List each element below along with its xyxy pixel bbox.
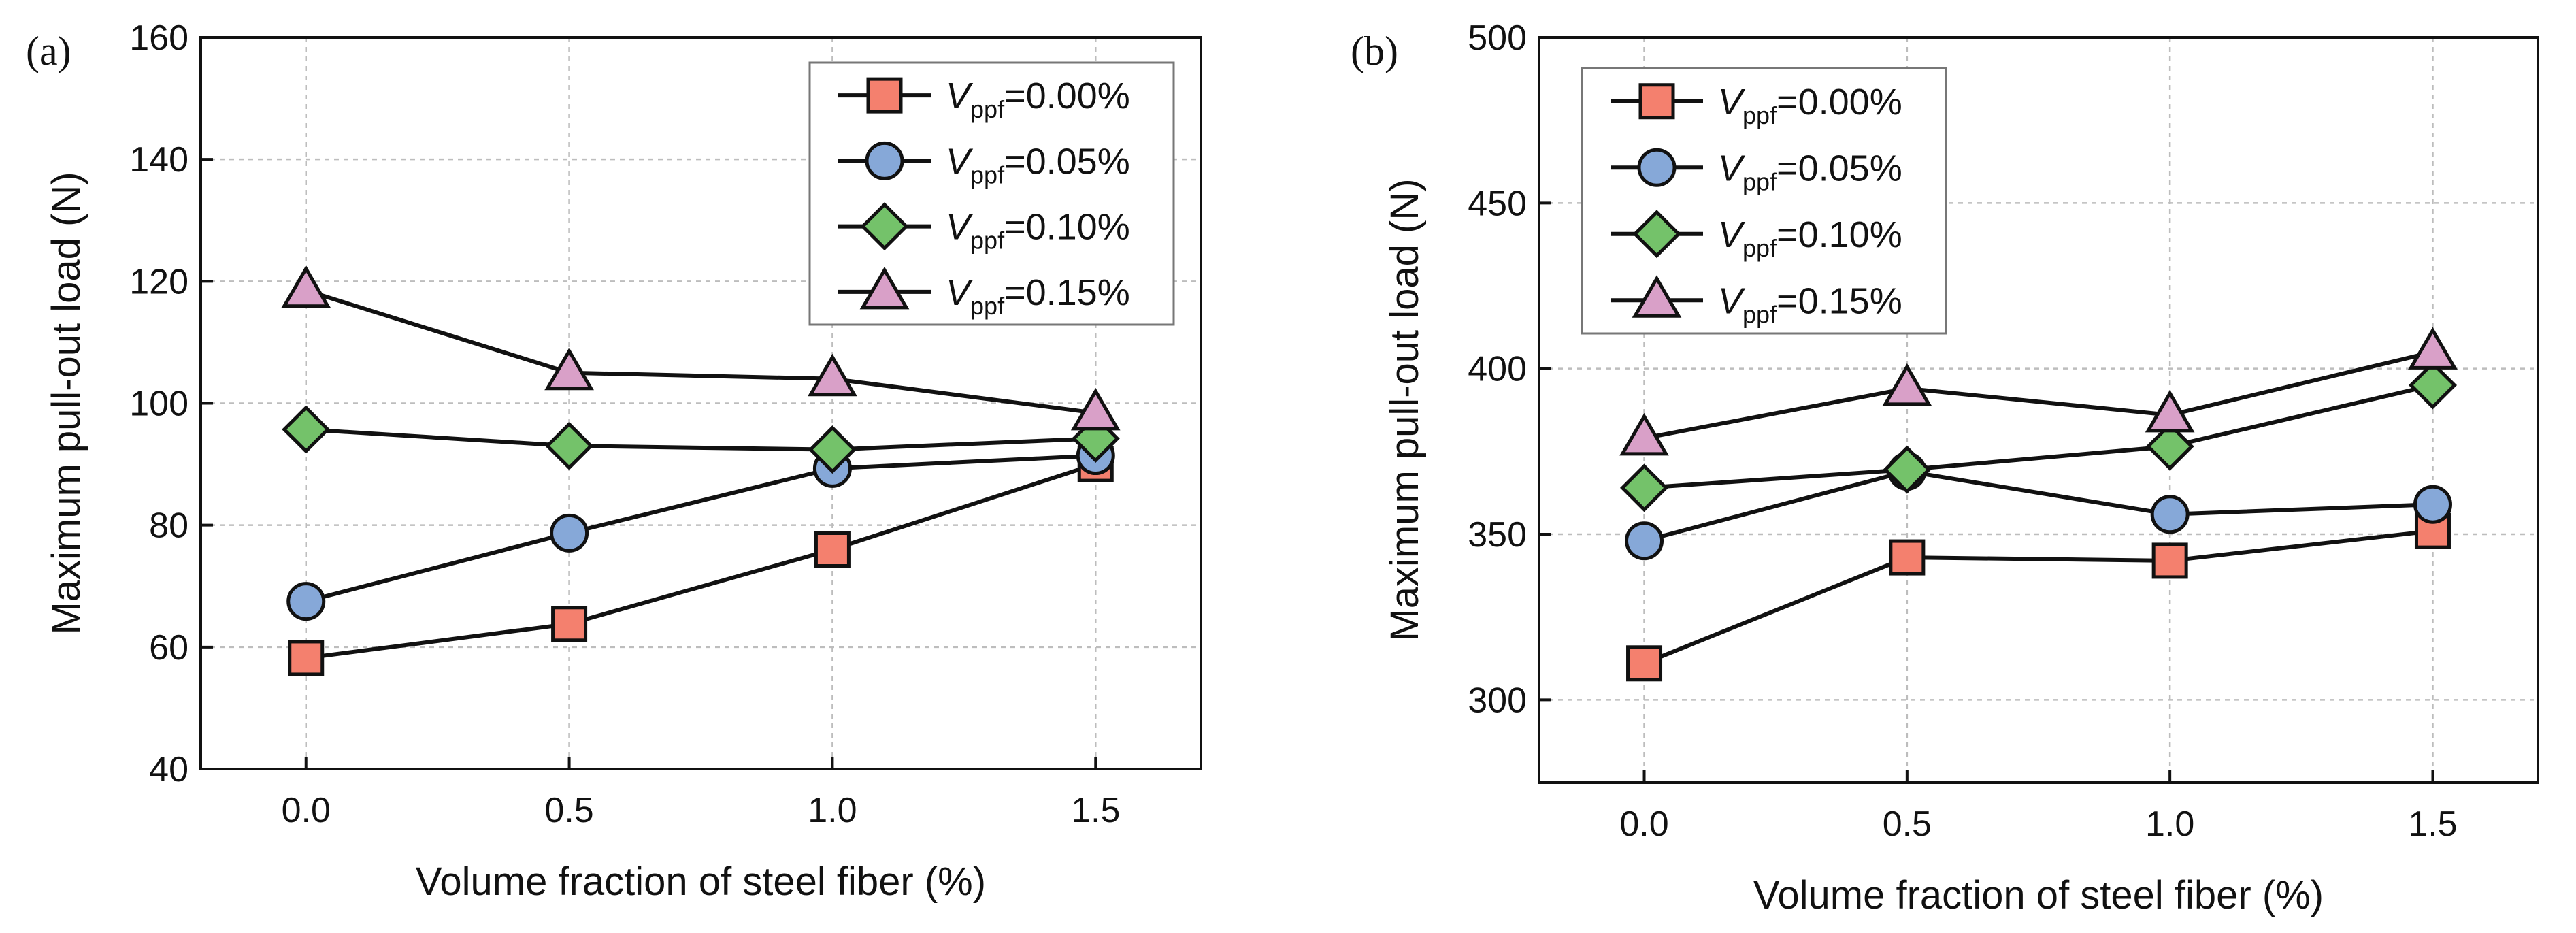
data-point-diamond xyxy=(1883,445,1932,494)
series-line xyxy=(1643,529,2433,666)
x-axis-title: Volume fraction of steel fiber (%) xyxy=(416,860,986,904)
x-tick-label: 1.5 xyxy=(1071,791,1120,830)
legend-label: Vppf=0.15% xyxy=(946,272,1130,320)
data-point-diamond xyxy=(808,425,857,474)
legend-label: Vppf=0.05% xyxy=(1718,148,1902,195)
data-point-diamond xyxy=(1619,463,1669,512)
y-tick-label: 60 xyxy=(149,628,188,668)
y-axis-title: Maximum pull-out load (N) xyxy=(1383,178,1427,641)
data-point-triangle xyxy=(1070,387,1121,431)
y-tick-label: 140 xyxy=(129,140,188,180)
data-point-triangle xyxy=(2145,389,2195,433)
data-point-triangle xyxy=(1619,412,1669,456)
series-line xyxy=(306,462,1097,660)
y-tick-label: 350 xyxy=(1468,515,1527,555)
y-tick-label: 400 xyxy=(1468,350,1527,389)
panel-b: (b) 300 350 400 450 500 0.0 0.5 1.0 1.5 Volume fr… xyxy=(1351,18,2539,917)
y-tick-label: 100 xyxy=(129,384,188,424)
legend-marker-triangle xyxy=(859,266,910,310)
data-point-triangle xyxy=(1882,363,1932,406)
series-line xyxy=(305,288,1096,415)
x-axis-title: Volume fraction of steel fiber (%) xyxy=(1753,873,2324,917)
data-point-square xyxy=(551,606,588,642)
x-tick-label: 1.5 xyxy=(2408,804,2457,844)
data-point-diamond xyxy=(2408,361,2458,410)
data-point-circle xyxy=(550,513,589,553)
panel-label: (a) xyxy=(26,29,71,73)
data-point-diamond xyxy=(2145,422,2194,471)
legend-marker-circle xyxy=(1637,148,1677,187)
data-point-triangle xyxy=(2408,327,2458,370)
legend-box xyxy=(808,61,1175,326)
panel-a: (a) 40 60 80 100 120 140 160 0.0 0.5 1.0 1.5 Volume… xyxy=(26,18,1202,904)
data-point-square xyxy=(814,531,851,568)
legend-marker-square xyxy=(866,77,903,114)
legend-label: Vppf=0.00% xyxy=(1718,82,1902,129)
legend-label: Vppf=0.10% xyxy=(1718,214,1902,262)
data-point-triangle xyxy=(808,353,857,397)
legend: Vppf=0.00% Vppf=0.05% Vppf=0.10% Vppf=0.15% xyxy=(808,61,1175,326)
series-line xyxy=(1644,383,2434,490)
legend-marker-circle xyxy=(865,141,904,180)
data-point-circle xyxy=(2413,485,2452,524)
data-point-diamond xyxy=(545,421,594,470)
x-tick-label: 1.0 xyxy=(2145,804,2194,844)
data-point-circle xyxy=(286,582,326,621)
legend-label: Vppf=0.05% xyxy=(946,141,1130,189)
legend-marker-diamond xyxy=(860,202,909,251)
y-tick-label: 160 xyxy=(129,18,188,58)
legend-label: Vppf=0.15% xyxy=(1718,280,1902,328)
panel-label: (b) xyxy=(1351,29,1398,73)
y-tick-label: 40 xyxy=(149,750,188,789)
legend-marker-diamond xyxy=(1632,210,1681,259)
x-tick-label: 0.0 xyxy=(1619,804,1668,844)
y-axis-title: Maximum pull-out load (N) xyxy=(44,171,88,634)
series-line xyxy=(306,427,1096,452)
legend: Vppf=0.00% Vppf=0.05% Vppf=0.10% Vppf=0.15% xyxy=(1581,67,1947,335)
data-point-triangle xyxy=(544,347,594,391)
data-point-circle xyxy=(2150,495,2190,534)
plot-frame xyxy=(1538,36,2539,784)
legend-label: Vppf=0.10% xyxy=(946,207,1130,255)
data-point-square xyxy=(1889,539,1926,576)
x-tick-label: 0.0 xyxy=(282,791,331,830)
legend-marker-triangle xyxy=(1632,275,1682,318)
data-point-square xyxy=(288,640,325,676)
data-point-triangle xyxy=(281,265,331,308)
y-tick-label: 450 xyxy=(1468,184,1527,223)
legend-label: Vppf=0.00% xyxy=(946,76,1130,123)
data-point-square xyxy=(1626,645,1663,682)
y-tick-label: 120 xyxy=(129,262,188,301)
x-tick-label: 0.5 xyxy=(1883,804,1932,844)
data-point-diamond xyxy=(282,405,331,454)
series-line xyxy=(305,453,1096,604)
series-line xyxy=(1643,350,2434,440)
y-tick-label: 300 xyxy=(1468,681,1527,720)
x-tick-label: 0.5 xyxy=(544,791,593,830)
series-line xyxy=(1643,469,2433,543)
data-point-circle xyxy=(1625,521,1664,561)
x-tick-label: 1.0 xyxy=(808,791,857,830)
y-tick-label: 500 xyxy=(1468,18,1527,58)
legend-marker-square xyxy=(1638,83,1675,120)
y-tick-label: 80 xyxy=(149,506,188,546)
data-point-square xyxy=(2151,542,2188,579)
